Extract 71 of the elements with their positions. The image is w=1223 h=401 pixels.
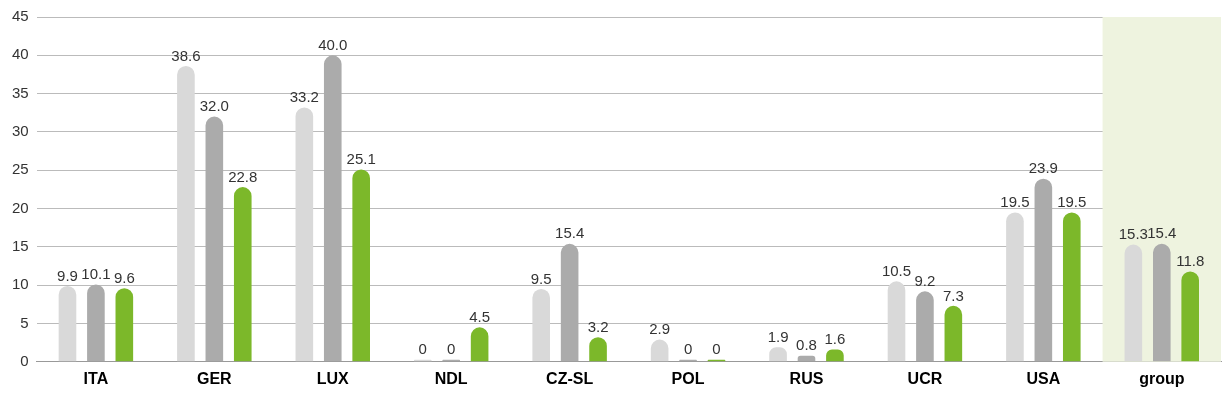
bar	[532, 289, 551, 362]
bar	[470, 327, 489, 362]
data-label: 23.9	[1028, 159, 1058, 177]
bar	[87, 284, 105, 362]
y-tick-label: 45	[12, 7, 29, 25]
x-tick-label: RUS	[789, 369, 824, 387]
x-tick-label: USA	[1026, 369, 1061, 387]
bar	[177, 66, 195, 362]
bar	[887, 281, 906, 362]
y-tick-label: 40	[12, 45, 29, 63]
bar	[1034, 178, 1053, 362]
y-tick-label: 5	[20, 313, 29, 331]
x-tick-label: GER	[197, 369, 233, 387]
bar	[295, 107, 314, 362]
data-label: 15.3	[1118, 225, 1148, 243]
data-label: 0	[447, 340, 456, 358]
bar	[1006, 212, 1024, 362]
data-label: 15.4	[555, 224, 585, 242]
data-label: 0	[712, 340, 721, 358]
data-label: 10.1	[81, 265, 111, 283]
y-tick-label: 10	[12, 275, 29, 293]
data-label: 1.9	[767, 327, 789, 345]
bar	[1124, 244, 1143, 362]
data-label: 15.4	[1147, 224, 1177, 242]
data-label: 10.5	[881, 261, 912, 279]
data-label: 4.5	[469, 307, 491, 325]
data-label: 32.0	[199, 97, 229, 115]
x-tick-label: POL	[671, 369, 705, 387]
data-label: 1.6	[824, 330, 846, 348]
data-label: 11.8	[1176, 252, 1205, 270]
x-tick-label: UCR	[907, 369, 943, 387]
bar	[1152, 243, 1171, 362]
data-label: 19.5	[1000, 193, 1030, 211]
data-label: 9.2	[914, 271, 936, 289]
y-tick-label: 25	[12, 160, 29, 178]
x-tick-label: CZ-SL	[546, 369, 594, 387]
y-tick-label: 30	[12, 122, 29, 140]
bar	[1062, 212, 1081, 362]
data-label: 19.5	[1057, 193, 1087, 211]
bar	[560, 243, 579, 362]
y-tick-label: 15	[12, 237, 29, 255]
data-label: 3.2	[587, 317, 609, 335]
x-tick-label: ITA	[83, 369, 109, 387]
data-label: 22.8	[228, 167, 258, 185]
bar	[233, 187, 252, 362]
data-label: 38.6	[171, 46, 201, 64]
data-label: 25.1	[346, 150, 376, 168]
data-label: 33.2	[289, 88, 319, 106]
x-tick-label: group	[1139, 369, 1185, 387]
bar	[352, 169, 370, 362]
y-tick-label: 0	[20, 351, 29, 369]
data-label: 0.8	[796, 336, 817, 354]
bar	[944, 305, 963, 362]
data-label: 0	[683, 340, 693, 358]
y-tick-label: 20	[12, 198, 29, 216]
bar	[916, 291, 934, 362]
x-tick-label: LUX	[316, 369, 350, 387]
data-label: 7.3	[942, 286, 964, 304]
y-tick-label: 35	[12, 83, 29, 101]
data-label: 9.5	[530, 269, 552, 287]
bar	[1181, 271, 1200, 362]
data-label: 9.9	[57, 266, 78, 284]
bar	[323, 55, 342, 362]
data-label: 0	[418, 340, 427, 358]
bar	[58, 285, 77, 362]
data-label: 9.6	[113, 268, 135, 286]
data-label: 2.9	[649, 320, 671, 338]
bar	[205, 116, 224, 362]
bar	[115, 288, 134, 362]
x-tick-label: NDL	[434, 369, 468, 387]
data-label: 40.0	[318, 35, 348, 53]
